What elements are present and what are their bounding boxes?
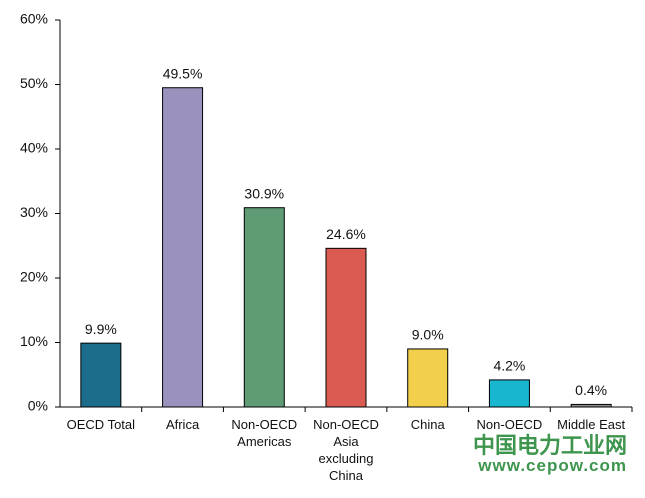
value-label: 9.0% (412, 327, 444, 343)
y-tick-label: 0% (28, 398, 48, 414)
y-tick-label: 10% (20, 333, 48, 349)
bar (243, 207, 285, 408)
bar (570, 403, 612, 408)
bar (162, 87, 204, 408)
watermark: www.cepow.com (478, 456, 627, 475)
value-label: 9.9% (85, 321, 117, 337)
value-label: 24.6% (326, 226, 366, 242)
bar (80, 342, 122, 408)
x-tick-label: OECD Total (66, 417, 136, 432)
x-tick-label: Non-OECD Americas (231, 417, 298, 449)
y-tick-label: 20% (20, 269, 48, 285)
value-label: 30.9% (244, 185, 284, 201)
bar (488, 379, 530, 408)
value-label: 0.4% (575, 382, 607, 398)
x-tick-label: China (410, 417, 445, 432)
y-tick-label: 50% (20, 75, 48, 91)
bar (325, 247, 367, 408)
x-tick-label: Middle East (557, 417, 626, 432)
bar (407, 348, 449, 408)
x-tick-label: Non-OECD Asia excluding China (313, 417, 379, 483)
watermark: 中国电力工业网 (472, 433, 627, 458)
x-tick-label: Africa (165, 417, 200, 432)
value-label: 4.2% (493, 358, 525, 374)
value-label: 49.5% (163, 65, 203, 81)
y-tick-label: 60% (20, 11, 48, 27)
y-tick-label: 40% (20, 140, 48, 156)
y-tick-label: 30% (20, 204, 48, 220)
x-tick-label: Non-OECD (476, 417, 543, 432)
